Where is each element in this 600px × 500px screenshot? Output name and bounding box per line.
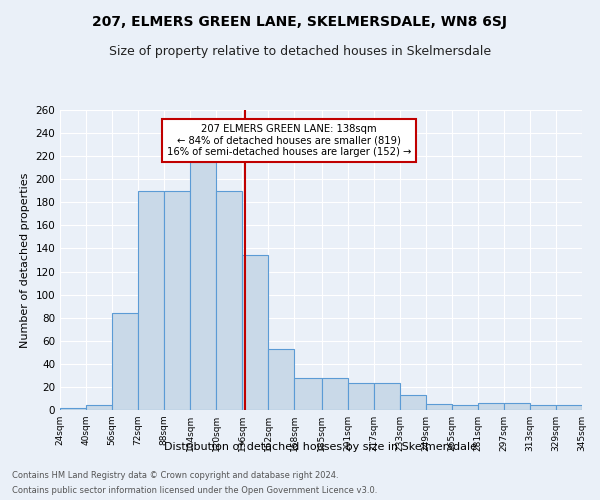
Bar xyxy=(530,406,556,410)
Bar xyxy=(400,395,426,410)
Bar xyxy=(190,162,216,410)
Bar xyxy=(348,384,374,410)
Bar xyxy=(138,191,164,410)
Bar xyxy=(452,406,478,410)
Text: Contains HM Land Registry data © Crown copyright and database right 2024.: Contains HM Land Registry data © Crown c… xyxy=(12,471,338,480)
Bar xyxy=(164,191,190,410)
Bar xyxy=(268,349,294,410)
Bar xyxy=(216,191,242,410)
Bar xyxy=(112,313,138,410)
Bar xyxy=(294,378,322,410)
Text: 207 ELMERS GREEN LANE: 138sqm
← 84% of detached houses are smaller (819)
16% of : 207 ELMERS GREEN LANE: 138sqm ← 84% of d… xyxy=(167,124,412,157)
Text: Size of property relative to detached houses in Skelmersdale: Size of property relative to detached ho… xyxy=(109,45,491,58)
Text: Contains public sector information licensed under the Open Government Licence v3: Contains public sector information licen… xyxy=(12,486,377,495)
Bar xyxy=(86,406,112,410)
Bar xyxy=(504,403,530,410)
Bar xyxy=(426,404,452,410)
Y-axis label: Number of detached properties: Number of detached properties xyxy=(20,172,30,348)
Bar xyxy=(322,378,348,410)
Bar xyxy=(242,256,268,410)
Text: Distribution of detached houses by size in Skelmersdale: Distribution of detached houses by size … xyxy=(164,442,478,452)
Bar xyxy=(478,403,504,410)
Bar xyxy=(374,384,400,410)
Bar xyxy=(60,408,86,410)
Text: 207, ELMERS GREEN LANE, SKELMERSDALE, WN8 6SJ: 207, ELMERS GREEN LANE, SKELMERSDALE, WN… xyxy=(92,15,508,29)
Bar xyxy=(556,406,582,410)
